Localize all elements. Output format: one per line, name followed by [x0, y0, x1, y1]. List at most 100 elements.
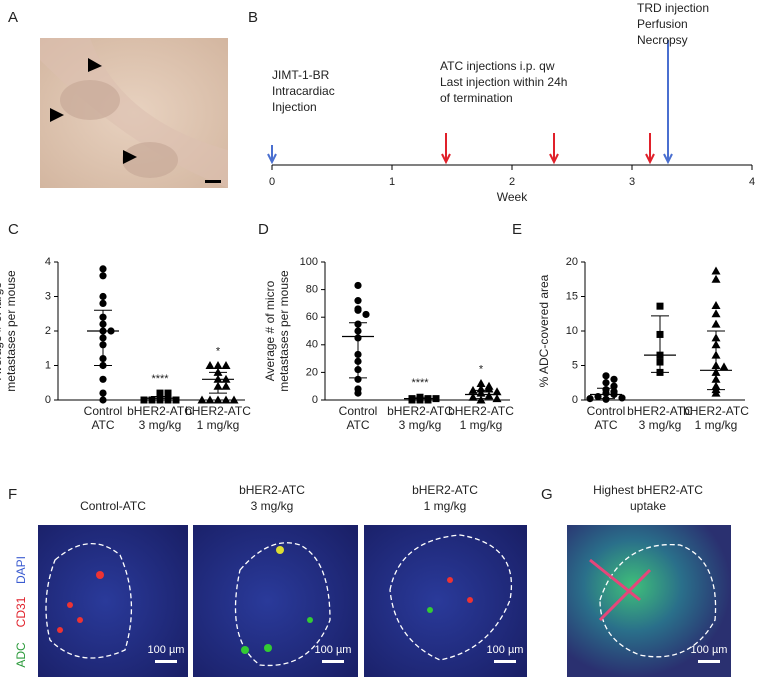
micrograph-title: 1 mg/kg [424, 499, 467, 513]
significance: * [479, 363, 484, 375]
event-arrow [549, 133, 559, 165]
micrograph-title: bHER2-ATC [239, 483, 305, 497]
y-tick-label: 20 [306, 366, 318, 378]
x-tick-label: 3 [629, 176, 635, 188]
y-tick-label: 80 [306, 284, 318, 296]
y-tick-label: 100 [300, 256, 318, 268]
panel-letter: A [8, 9, 18, 26]
histology-image [40, 38, 228, 188]
data-point [492, 387, 502, 396]
stain-label: CD31 [14, 596, 28, 627]
data-point [99, 396, 107, 404]
data-point [205, 361, 215, 369]
timeline-note: Last injection within 24h [440, 75, 567, 89]
scale-bar-label: 100 µm [487, 644, 524, 656]
y-axis-label: metastases per mouse [4, 270, 18, 392]
timeline-note: Necropsy [637, 33, 688, 47]
significance: **** [151, 373, 169, 385]
y-tick-label: 0 [45, 394, 51, 406]
data-point [172, 396, 180, 404]
x-tick-label: 1 [389, 176, 395, 188]
y-tick-label: 0 [572, 394, 578, 406]
scale-bar-label: 100 µm [691, 644, 728, 656]
x-tick-label: 0 [269, 176, 275, 188]
scale-bar-label: 100 µm [315, 644, 352, 656]
x-tick-label: 3 mg/kg [139, 418, 182, 432]
data-point [476, 378, 486, 387]
panel-letter: B [248, 9, 258, 26]
panel-letter: E [512, 221, 522, 238]
x-tick-label: Control [587, 404, 626, 418]
y-tick-label: 10 [566, 325, 578, 337]
timeline-note: JIMT-1-BR [272, 68, 330, 82]
data-point [99, 389, 107, 397]
micrograph [364, 525, 527, 677]
data-point [213, 395, 223, 404]
x-tick-label: 4 [749, 176, 755, 188]
x-tick-label: 1 mg/kg [460, 418, 503, 432]
event-arrow [441, 133, 451, 165]
data-point [99, 299, 107, 307]
y-axis-label: Average # of micro [263, 280, 277, 381]
data-point [602, 372, 610, 380]
event-arrow [663, 40, 673, 165]
panel-letter: G [541, 486, 553, 503]
data-point [610, 375, 618, 383]
micrograph-title: Control-ATC [80, 499, 146, 513]
panel-letter: D [258, 221, 269, 238]
y-axis-label: metastases per mouse [277, 270, 291, 392]
x-tick-label: Control [84, 404, 123, 418]
data-point [99, 292, 107, 301]
timeline-note: ATC injections i.p. qw [440, 59, 555, 73]
stain-label: ADC [14, 642, 28, 668]
x-tick-label: bHER2-ATC [185, 404, 251, 418]
data-point [99, 375, 107, 383]
data-point [602, 395, 610, 403]
data-point [197, 395, 207, 404]
stain-label: DAPI [14, 556, 28, 584]
data-point [164, 389, 172, 397]
data-point [221, 361, 231, 369]
y-tick-label: 5 [572, 359, 578, 371]
significance: * [216, 345, 221, 357]
y-tick-label: 1 [45, 359, 51, 371]
data-point [618, 394, 626, 402]
micrograph-title: 3 mg/kg [251, 499, 294, 513]
x-tick-label: bHER2-ATC [448, 404, 514, 418]
data-point [205, 395, 215, 404]
x-tick-label: 1 mg/kg [695, 418, 738, 432]
data-point [140, 396, 148, 404]
y-axis-label: % ADC-covered area [537, 274, 551, 387]
y-tick-label: 20 [566, 256, 578, 268]
event-arrow [645, 133, 655, 165]
x-tick-label: bHER2-ATC [127, 404, 193, 418]
x-tick-label: bHER2-ATC [627, 404, 693, 418]
data-point [213, 361, 223, 369]
data-point [229, 395, 239, 404]
micrograph-title: Highest bHER2-ATC [593, 483, 703, 497]
y-tick-label: 0 [312, 394, 318, 406]
data-point [711, 274, 721, 283]
y-tick-label: 40 [306, 339, 318, 351]
data-point [711, 319, 721, 328]
timeline-note: Perfusion [637, 17, 688, 31]
data-point [221, 395, 231, 404]
micrograph [38, 525, 188, 677]
scale-bar-label: 100 µm [148, 644, 185, 656]
x-tick-label: ATC [91, 418, 114, 432]
micrograph-title: uptake [630, 499, 666, 513]
x-tick-label: 3 mg/kg [399, 418, 442, 432]
data-point [719, 362, 729, 371]
panel-letter: C [8, 221, 19, 238]
x-tick-label: ATC [346, 418, 369, 432]
timeline-note: Intracardiac [272, 84, 335, 98]
data-point [492, 394, 502, 403]
y-tick-label: 2 [45, 325, 51, 337]
panel-letter: F [8, 486, 17, 503]
timeline-note: TRD injection [637, 1, 709, 15]
x-tick-label: 2 [509, 176, 515, 188]
data-point [602, 379, 610, 387]
data-point [586, 395, 594, 403]
y-tick-label: 15 [566, 290, 578, 302]
